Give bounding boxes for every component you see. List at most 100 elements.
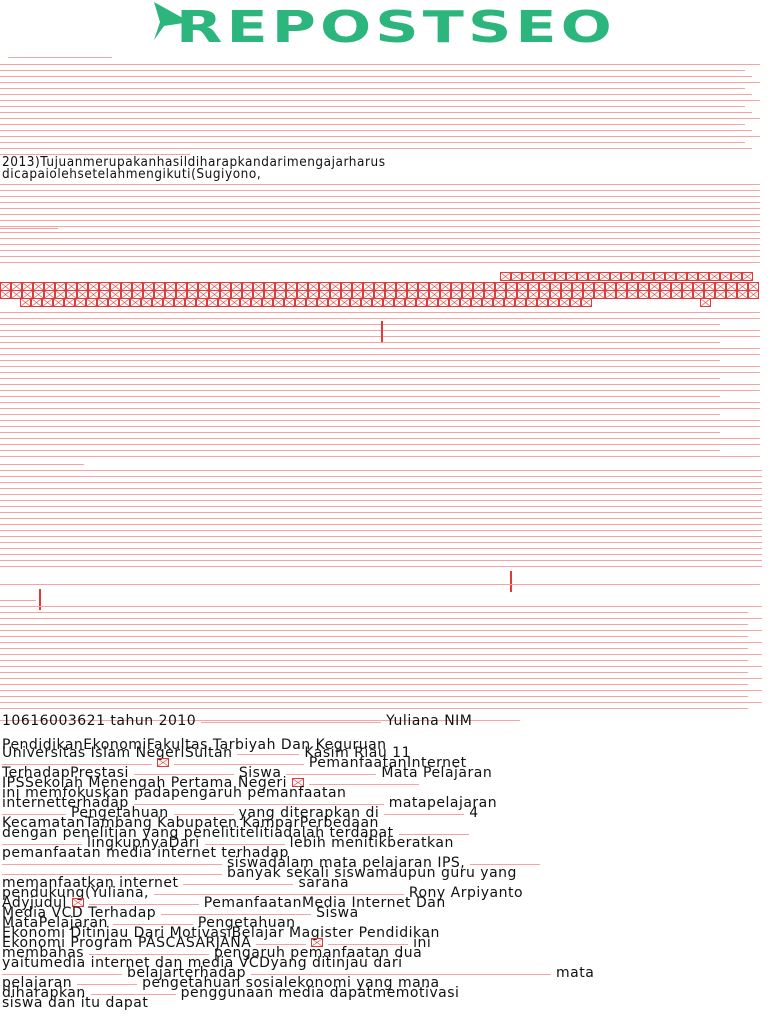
missing-glyph-icon <box>20 298 31 307</box>
body-text: Pengetahuan <box>197 915 296 931</box>
logo-wordmark: REPOSTSEO <box>176 2 616 48</box>
ruled-line <box>0 112 752 113</box>
ruled-line <box>0 262 760 263</box>
body-text: pengaruh pemanfaatan dua <box>214 945 423 961</box>
ruled-line <box>0 226 760 227</box>
ruled-line <box>0 432 720 433</box>
missing-glyph-icon <box>638 290 649 299</box>
ruled-line <box>0 342 720 343</box>
body-text: PemanfaatanMedia Internet Dan <box>203 895 446 911</box>
missing-glyph-icon <box>394 298 405 307</box>
body-text: pemanfaatan media internet terhadap <box>2 845 289 861</box>
ruled-line <box>0 196 760 197</box>
missing-glyph-icon <box>31 298 42 307</box>
ruled-line <box>0 554 762 555</box>
body-text: Siswa <box>316 905 359 921</box>
body-row: pemanfaatan media internet terhadap <box>2 846 289 860</box>
missing-glyph-icon <box>559 298 570 307</box>
logo-arrow-icon <box>154 2 190 40</box>
missing-glyph-icon <box>372 298 383 307</box>
missing-glyph-icon <box>438 298 449 307</box>
body-row: yaitumedia internet dan media VCDyang di… <box>2 956 402 970</box>
body-row: 10616003621 tahun 2010 Yuliana NIM <box>2 714 472 728</box>
ruled-line <box>0 566 762 567</box>
missing-glyph-icon <box>262 298 273 307</box>
missing-glyph-icon <box>610 272 621 281</box>
ruled-line <box>0 238 760 239</box>
ruled-line <box>0 414 720 415</box>
ruled-line <box>0 318 760 319</box>
body-text: siswa dan itu dapat <box>2 995 149 1011</box>
body-text: yang diterapkan di <box>238 805 380 821</box>
missing-glyph-icon <box>566 272 577 281</box>
ruled-line <box>0 560 762 561</box>
ruled-line <box>0 336 760 337</box>
missing-glyph-icon <box>700 298 711 307</box>
body-row: Ekonomi Ditinjau Dari MotivasiBelajar Ma… <box>2 926 440 940</box>
missing-glyph-icon <box>660 290 671 299</box>
body-text: PemanfaatanInternet <box>308 755 467 771</box>
ruled-line <box>0 530 762 531</box>
ruled-line <box>0 214 760 215</box>
missing-glyph-icon <box>416 298 427 307</box>
missing-glyph-icon <box>720 272 731 281</box>
repostseo-logo: REPOSTSEO <box>154 2 616 48</box>
body-row: Adyjudul PemanfaatanMedia Internet Dan <box>2 896 446 910</box>
missing-glyph-icon <box>510 571 523 592</box>
body-row: ini memfokuskan padapengaruh pemanfaatan <box>2 786 346 800</box>
ruled-line <box>0 660 748 661</box>
body-row: TerhadapPrestasi Siswa Mata Pelajaran <box>2 766 492 780</box>
body-row: internetterhadap matapelajaran <box>2 796 497 810</box>
body-text: KecamatanTambang Kabupaten KamparPerbeda… <box>2 815 379 831</box>
body-row: siswadalam mata pelajaran IPS, <box>2 856 541 870</box>
ruled-line <box>0 482 762 483</box>
body-text: Ekonomi Program PASCASARJANA <box>2 935 252 951</box>
ruled-line <box>0 330 760 331</box>
missing-glyph-icon <box>737 290 748 299</box>
missing-glyph-icon <box>693 290 704 299</box>
missing-glyph-icon <box>621 272 632 281</box>
body-row: pelajaran pengetahuan sosialekonomi yang… <box>2 976 440 990</box>
missing-glyph-icon <box>229 298 240 307</box>
missing-glyph-icon <box>174 298 185 307</box>
ruled-line <box>0 420 760 421</box>
missing-glyph-icon <box>616 290 627 299</box>
body-text: PendidikanEkonomiFakultas Tarbiyah Dan K… <box>2 737 387 753</box>
body-text: belajarterhadap <box>126 965 247 981</box>
missing-glyph-icon <box>306 298 317 307</box>
missing-glyph-icon <box>240 298 251 307</box>
missing-glyph-icon <box>731 272 742 281</box>
ruled-line <box>0 390 760 391</box>
body-text: yaitumedia internet dan media VCDyang di… <box>2 955 403 971</box>
missing-glyph-icon <box>350 298 361 307</box>
ruled-line <box>0 378 720 379</box>
missing-glyph-icon <box>196 298 207 307</box>
missing-glyph-icon <box>715 290 726 299</box>
ruled-line <box>0 360 720 361</box>
ruled-line <box>0 130 752 131</box>
ruled-line <box>0 82 760 83</box>
missing-glyph-icon <box>627 290 638 299</box>
body-text: Ekonomi Ditinjau Dari MotivasiBelajar Ma… <box>2 925 440 941</box>
missing-glyph-icon <box>427 298 438 307</box>
missing-glyph-icon <box>119 298 130 307</box>
ruled-line <box>0 654 762 655</box>
body-text: Kasim Riau 11 <box>304 745 411 761</box>
missing-glyph-icon <box>577 272 588 281</box>
body-text: diharapkan <box>2 985 86 1001</box>
ruled-line <box>0 402 760 403</box>
ruled-line <box>0 228 58 229</box>
body-text: dengan penelitian yang penelititelitiada… <box>2 825 394 841</box>
body-text: Mata Pelajaran <box>381 765 493 781</box>
missing-glyph-icon <box>163 298 174 307</box>
missing-glyph-icon <box>383 298 394 307</box>
body-text: internetterhadap <box>2 795 129 811</box>
ruled-line <box>0 208 760 209</box>
missing-glyph-icon <box>748 290 759 299</box>
ruled-line <box>0 450 720 451</box>
missing-glyph-icon <box>742 272 753 281</box>
ruled-line <box>0 642 762 643</box>
body-row: KecamatanTambang Kabupaten KamparPerbeda… <box>2 816 379 830</box>
ruled-line <box>0 702 762 703</box>
ruled-line <box>0 106 745 107</box>
